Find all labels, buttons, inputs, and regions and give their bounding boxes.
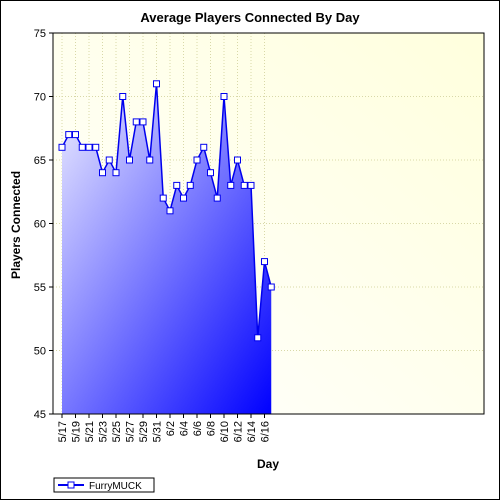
x-tick-label-5/21: 5/21 [84, 421, 96, 442]
data-point-6/4 [180, 194, 187, 202]
data-point-6/16 [261, 258, 268, 266]
x-tick-label-5/31: 5/31 [152, 421, 164, 442]
x-tick-label-6/6: 6/6 [192, 421, 204, 436]
data-point-6/7 [200, 143, 208, 151]
data-point-6/11 [227, 181, 235, 189]
y-tick-label-60: 60 [34, 219, 46, 231]
legend-marker [67, 481, 75, 489]
series-markers [58, 80, 275, 342]
data-point-6/8 [207, 169, 214, 177]
x-tick-label-5/27: 5/27 [125, 421, 137, 442]
data-point-6/2 [166, 207, 174, 215]
data-point-6/12 [234, 156, 241, 164]
legend: FurryMUCK [53, 477, 155, 493]
data-point-6/6 [193, 156, 201, 164]
x-tick-label-6/16: 6/16 [260, 421, 272, 442]
data-point-6/5 [186, 181, 194, 189]
y-tick-label-45: 45 [34, 409, 46, 421]
data-point-6/14 [247, 181, 255, 189]
y-axis: 45 50 55 60 65 70 75 [34, 28, 53, 421]
data-point-6/17 [267, 283, 275, 291]
x-tick-label-5/29: 5/29 [138, 421, 150, 442]
data-point-6/15 [254, 334, 262, 342]
data-point-6/10 [220, 93, 228, 100]
data-point-5/21 [85, 143, 93, 151]
data-point-5/22 [92, 143, 100, 151]
y-tick-label-50: 50 [34, 346, 46, 358]
legend-label: FurryMUCK [89, 481, 142, 492]
data-point-5/20 [78, 143, 86, 151]
x-tick-label-6/8: 6/8 [206, 421, 218, 436]
x-tick-label-5/25: 5/25 [111, 421, 123, 442]
data-point-5/25 [112, 169, 120, 177]
data-point-5/23 [99, 169, 106, 177]
x-axis: 5/17 5/19 5/21 5/23 5/25 5/27 5/29 5/31 6/2 6/4 6/… [57, 414, 272, 442]
y-axis-title: Players Connected [9, 171, 23, 279]
x-tick-label-5/17: 5/17 [57, 421, 69, 442]
data-point-5/29 [139, 118, 147, 126]
y-tick-label-70: 70 [34, 92, 46, 104]
data-point-5/28 [132, 118, 140, 126]
x-tick-label-6/14: 6/14 [246, 421, 258, 442]
data-point-6/3 [173, 181, 181, 189]
series-line [61, 83, 272, 338]
data-point-5/19 [72, 131, 79, 139]
data-point-5/17 [58, 143, 66, 151]
data-point-6/9 [213, 194, 221, 202]
x-tick-label-6/4: 6/4 [179, 421, 191, 436]
series-area [62, 83, 272, 415]
data-point-5/26 [119, 93, 127, 100]
x-tick-label-6/12: 6/12 [233, 421, 245, 442]
data-point-5/18 [65, 131, 73, 139]
data-point-5/27 [126, 156, 133, 164]
x-tick-label-5/23: 5/23 [98, 421, 110, 442]
y-tick-label-75: 75 [34, 28, 46, 40]
x-tick-label-6/2: 6/2 [165, 421, 177, 436]
x-tick-label-5/19: 5/19 [71, 421, 83, 442]
data-point-6/13 [240, 181, 248, 189]
x-tick-label-6/10: 6/10 [219, 421, 231, 442]
data-point-5/30 [146, 156, 154, 164]
y-tick-label-65: 65 [34, 155, 46, 167]
x-axis-title: Day [257, 457, 279, 471]
data-point-5/31 [153, 80, 160, 88]
legend-box [53, 477, 155, 493]
data-point-6/1 [159, 194, 167, 202]
chart-title: Average Players Connected By Day [140, 10, 360, 25]
data-point-5/24 [105, 156, 113, 164]
y-tick-label-55: 55 [34, 282, 46, 294]
